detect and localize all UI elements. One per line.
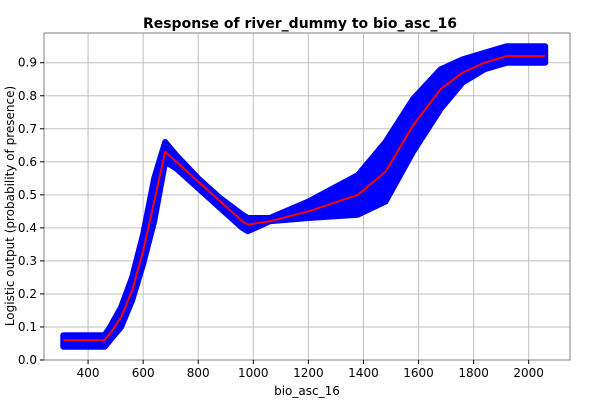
x-axis-ticks: 400 600 800 1000 1200 1400 1600 1800 2000 bbox=[77, 360, 544, 380]
y-tick-label: 0.9 bbox=[18, 56, 37, 70]
y-tick-label: 0.2 bbox=[18, 287, 37, 301]
x-tick-label: 1400 bbox=[348, 366, 379, 380]
y-axis-label: Logistic output (probability of presence… bbox=[3, 86, 17, 326]
x-tick-label: 2000 bbox=[513, 366, 544, 380]
y-tick-label: 0.7 bbox=[18, 122, 37, 136]
mean-response-series bbox=[63, 55, 546, 342]
mean-response-line bbox=[63, 55, 546, 342]
y-tick-label: 0.1 bbox=[18, 320, 37, 334]
x-tick-label: 600 bbox=[132, 366, 155, 380]
confidence-band bbox=[60, 43, 549, 350]
y-axis-ticks: 0.0 0.1 0.2 0.3 0.4 0.5 0.6 0.7 0.8 0.9 bbox=[18, 56, 44, 367]
x-tick-label: 400 bbox=[77, 366, 100, 380]
x-tick-label: 1600 bbox=[403, 366, 434, 380]
x-tick-label: 1800 bbox=[458, 366, 489, 380]
plot-frame bbox=[43, 32, 571, 361]
y-tick-label: 0.4 bbox=[18, 221, 37, 235]
x-tick-label: 1000 bbox=[238, 366, 269, 380]
confidence-band-area bbox=[60, 43, 549, 350]
x-tick-label: 1200 bbox=[293, 366, 324, 380]
y-tick-label: 0.0 bbox=[18, 353, 37, 367]
y-tick-label: 0.3 bbox=[18, 254, 37, 268]
chart-title: Response of river_dummy to bio_asc_16 bbox=[143, 16, 457, 32]
y-tick-label: 0.6 bbox=[18, 155, 37, 169]
y-tick-label: 0.5 bbox=[18, 188, 37, 202]
x-tick-label: 800 bbox=[187, 366, 210, 380]
x-axis-label: bio_asc_16 bbox=[274, 384, 340, 398]
y-tick-label: 0.8 bbox=[18, 89, 37, 103]
